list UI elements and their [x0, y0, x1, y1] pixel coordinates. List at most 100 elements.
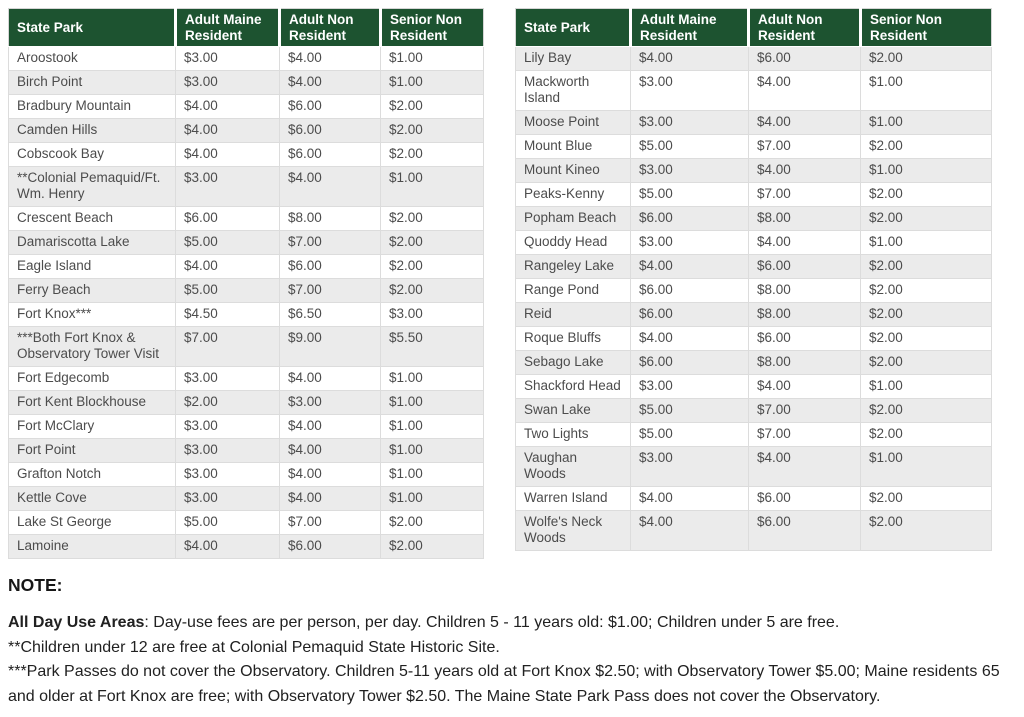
- table-row: Fort Kent Blockhouse $2.00 $3.00 $1.00: [8, 390, 484, 415]
- fee-cell: $2.00: [860, 206, 992, 231]
- fee-cell: $2.00: [860, 422, 992, 447]
- fee-cell: $3.00: [380, 302, 484, 327]
- table-row: Mount Kineo $3.00 $4.00 $1.00: [515, 158, 992, 183]
- park-name-cell: Mount Kineo: [515, 158, 631, 183]
- park-name-cell: Birch Point: [8, 70, 176, 95]
- fee-cell: $4.00: [175, 534, 280, 559]
- fee-cell: $5.00: [175, 510, 280, 535]
- fee-cell: $2.00: [860, 46, 992, 71]
- fee-cell: $3.00: [175, 462, 280, 487]
- fee-cell: $6.00: [175, 206, 280, 231]
- fee-cell: $4.00: [630, 486, 749, 511]
- fee-cell: $6.00: [630, 302, 749, 327]
- fee-cell: $1.00: [860, 70, 992, 111]
- fee-cell: $1.00: [860, 230, 992, 255]
- park-name-cell: Fort Edgecomb: [8, 366, 176, 391]
- fee-cell: $1.00: [380, 486, 484, 511]
- park-name-cell: Grafton Notch: [8, 462, 176, 487]
- table-row: Quoddy Head $3.00 $4.00 $1.00: [515, 230, 992, 255]
- column-header: Adult Maine Resident: [174, 8, 280, 47]
- table-row: Roque Bluffs $4.00 $6.00 $2.00: [515, 326, 992, 351]
- fee-cell: $7.00: [748, 182, 861, 207]
- fee-cell: $1.00: [860, 110, 992, 135]
- table-row: Mount Blue $5.00 $7.00 $2.00: [515, 134, 992, 159]
- park-name-cell: Roque Bluffs: [515, 326, 631, 351]
- column-header: Senior Non Resident: [379, 8, 484, 47]
- fee-cell: $2.00: [380, 206, 484, 231]
- fee-cell: $1.00: [380, 166, 484, 207]
- fee-cell: $4.00: [630, 254, 749, 279]
- fee-cell: $6.00: [279, 94, 381, 119]
- column-header: Adult Maine Resident: [629, 8, 749, 47]
- fee-cell: $3.00: [175, 414, 280, 439]
- table-row: Lily Bay $4.00 $6.00 $2.00: [515, 46, 992, 71]
- fee-cell: $1.00: [380, 46, 484, 71]
- table-row: Mackworth Island $3.00 $4.00 $1.00: [515, 70, 992, 111]
- table-row: Popham Beach $6.00 $8.00 $2.00: [515, 206, 992, 231]
- fee-cell: $4.00: [748, 446, 861, 487]
- table-row: Rangeley Lake $4.00 $6.00 $2.00: [515, 254, 992, 279]
- park-name-cell: Lamoine: [8, 534, 176, 559]
- fee-cell: $7.00: [279, 278, 381, 303]
- park-name-cell: Reid: [515, 302, 631, 327]
- park-name-cell: Sebago Lake: [515, 350, 631, 375]
- table-row: Fort Point $3.00 $4.00 $1.00: [8, 438, 484, 463]
- fee-cell: $2.00: [380, 118, 484, 143]
- fee-cell: $3.00: [630, 70, 749, 111]
- column-header: State Park: [515, 8, 631, 47]
- fee-cell: $4.00: [630, 46, 749, 71]
- fee-cell: $3.00: [175, 438, 280, 463]
- fee-cell: $3.00: [175, 46, 280, 71]
- fee-cell: $8.00: [748, 278, 861, 303]
- fee-cell: $5.00: [630, 134, 749, 159]
- table-row: Range Pond $6.00 $8.00 $2.00: [515, 278, 992, 303]
- fee-cell: $2.00: [860, 134, 992, 159]
- fee-cell: $6.00: [279, 142, 381, 167]
- fee-cell: $2.00: [380, 230, 484, 255]
- fee-cell: $4.00: [630, 326, 749, 351]
- fee-cell: $4.00: [279, 46, 381, 71]
- fee-cell: $5.00: [175, 278, 280, 303]
- park-name-cell: Aroostook: [8, 46, 176, 71]
- park-name-cell: Cobscook Bay: [8, 142, 176, 167]
- park-name-cell: Moose Point: [515, 110, 631, 135]
- fee-cell: $4.00: [279, 438, 381, 463]
- fees-table-right: State Park Adult Maine Resident Adult Non …: [515, 8, 992, 551]
- park-name-cell: Ferry Beach: [8, 278, 176, 303]
- note-heading: NOTE:: [8, 575, 63, 595]
- column-header: Adult Non Resident: [747, 8, 861, 47]
- park-name-cell: Lily Bay: [515, 46, 631, 71]
- fee-cell: $4.00: [748, 70, 861, 111]
- table-row: Damariscotta Lake $5.00 $7.00 $2.00: [8, 230, 484, 255]
- fee-cell: $1.00: [380, 366, 484, 391]
- fee-cell: $2.00: [860, 486, 992, 511]
- fee-cell: $2.00: [380, 142, 484, 167]
- park-name-cell: Lake St George: [8, 510, 176, 535]
- park-name-cell: Bradbury Mountain: [8, 94, 176, 119]
- fee-cell: $3.00: [175, 70, 280, 95]
- fee-cell: $2.00: [860, 398, 992, 423]
- fee-cell: $6.00: [630, 350, 749, 375]
- fee-cell: $4.00: [175, 118, 280, 143]
- fee-cell: $6.00: [630, 278, 749, 303]
- table-row: Warren Island $4.00 $6.00 $2.00: [515, 486, 992, 511]
- fee-cell: $6.00: [748, 486, 861, 511]
- fee-cell: $8.00: [748, 302, 861, 327]
- fee-cell: $1.00: [380, 438, 484, 463]
- table-row: Ferry Beach $5.00 $7.00 $2.00: [8, 278, 484, 303]
- fee-cell: $7.00: [279, 230, 381, 255]
- fee-cell: $3.00: [175, 366, 280, 391]
- fees-table-left-body: Aroostook $3.00 $4.00 $1.00 Birch Point $3.00…: [8, 46, 484, 559]
- header-row: State Park Adult Maine Resident Adult Non …: [8, 8, 484, 47]
- fee-cell: $6.00: [279, 254, 381, 279]
- fee-cell: $3.00: [630, 446, 749, 487]
- fee-cell: $5.00: [630, 182, 749, 207]
- fee-cell: $1.00: [380, 462, 484, 487]
- park-name-cell: Peaks-Kenny: [515, 182, 631, 207]
- fee-cell: $2.00: [380, 94, 484, 119]
- fee-cell: $7.00: [748, 422, 861, 447]
- table-row: Fort McClary $3.00 $4.00 $1.00: [8, 414, 484, 439]
- table-row: Kettle Cove $3.00 $4.00 $1.00: [8, 486, 484, 511]
- column-header: Adult Non Resident: [278, 8, 381, 47]
